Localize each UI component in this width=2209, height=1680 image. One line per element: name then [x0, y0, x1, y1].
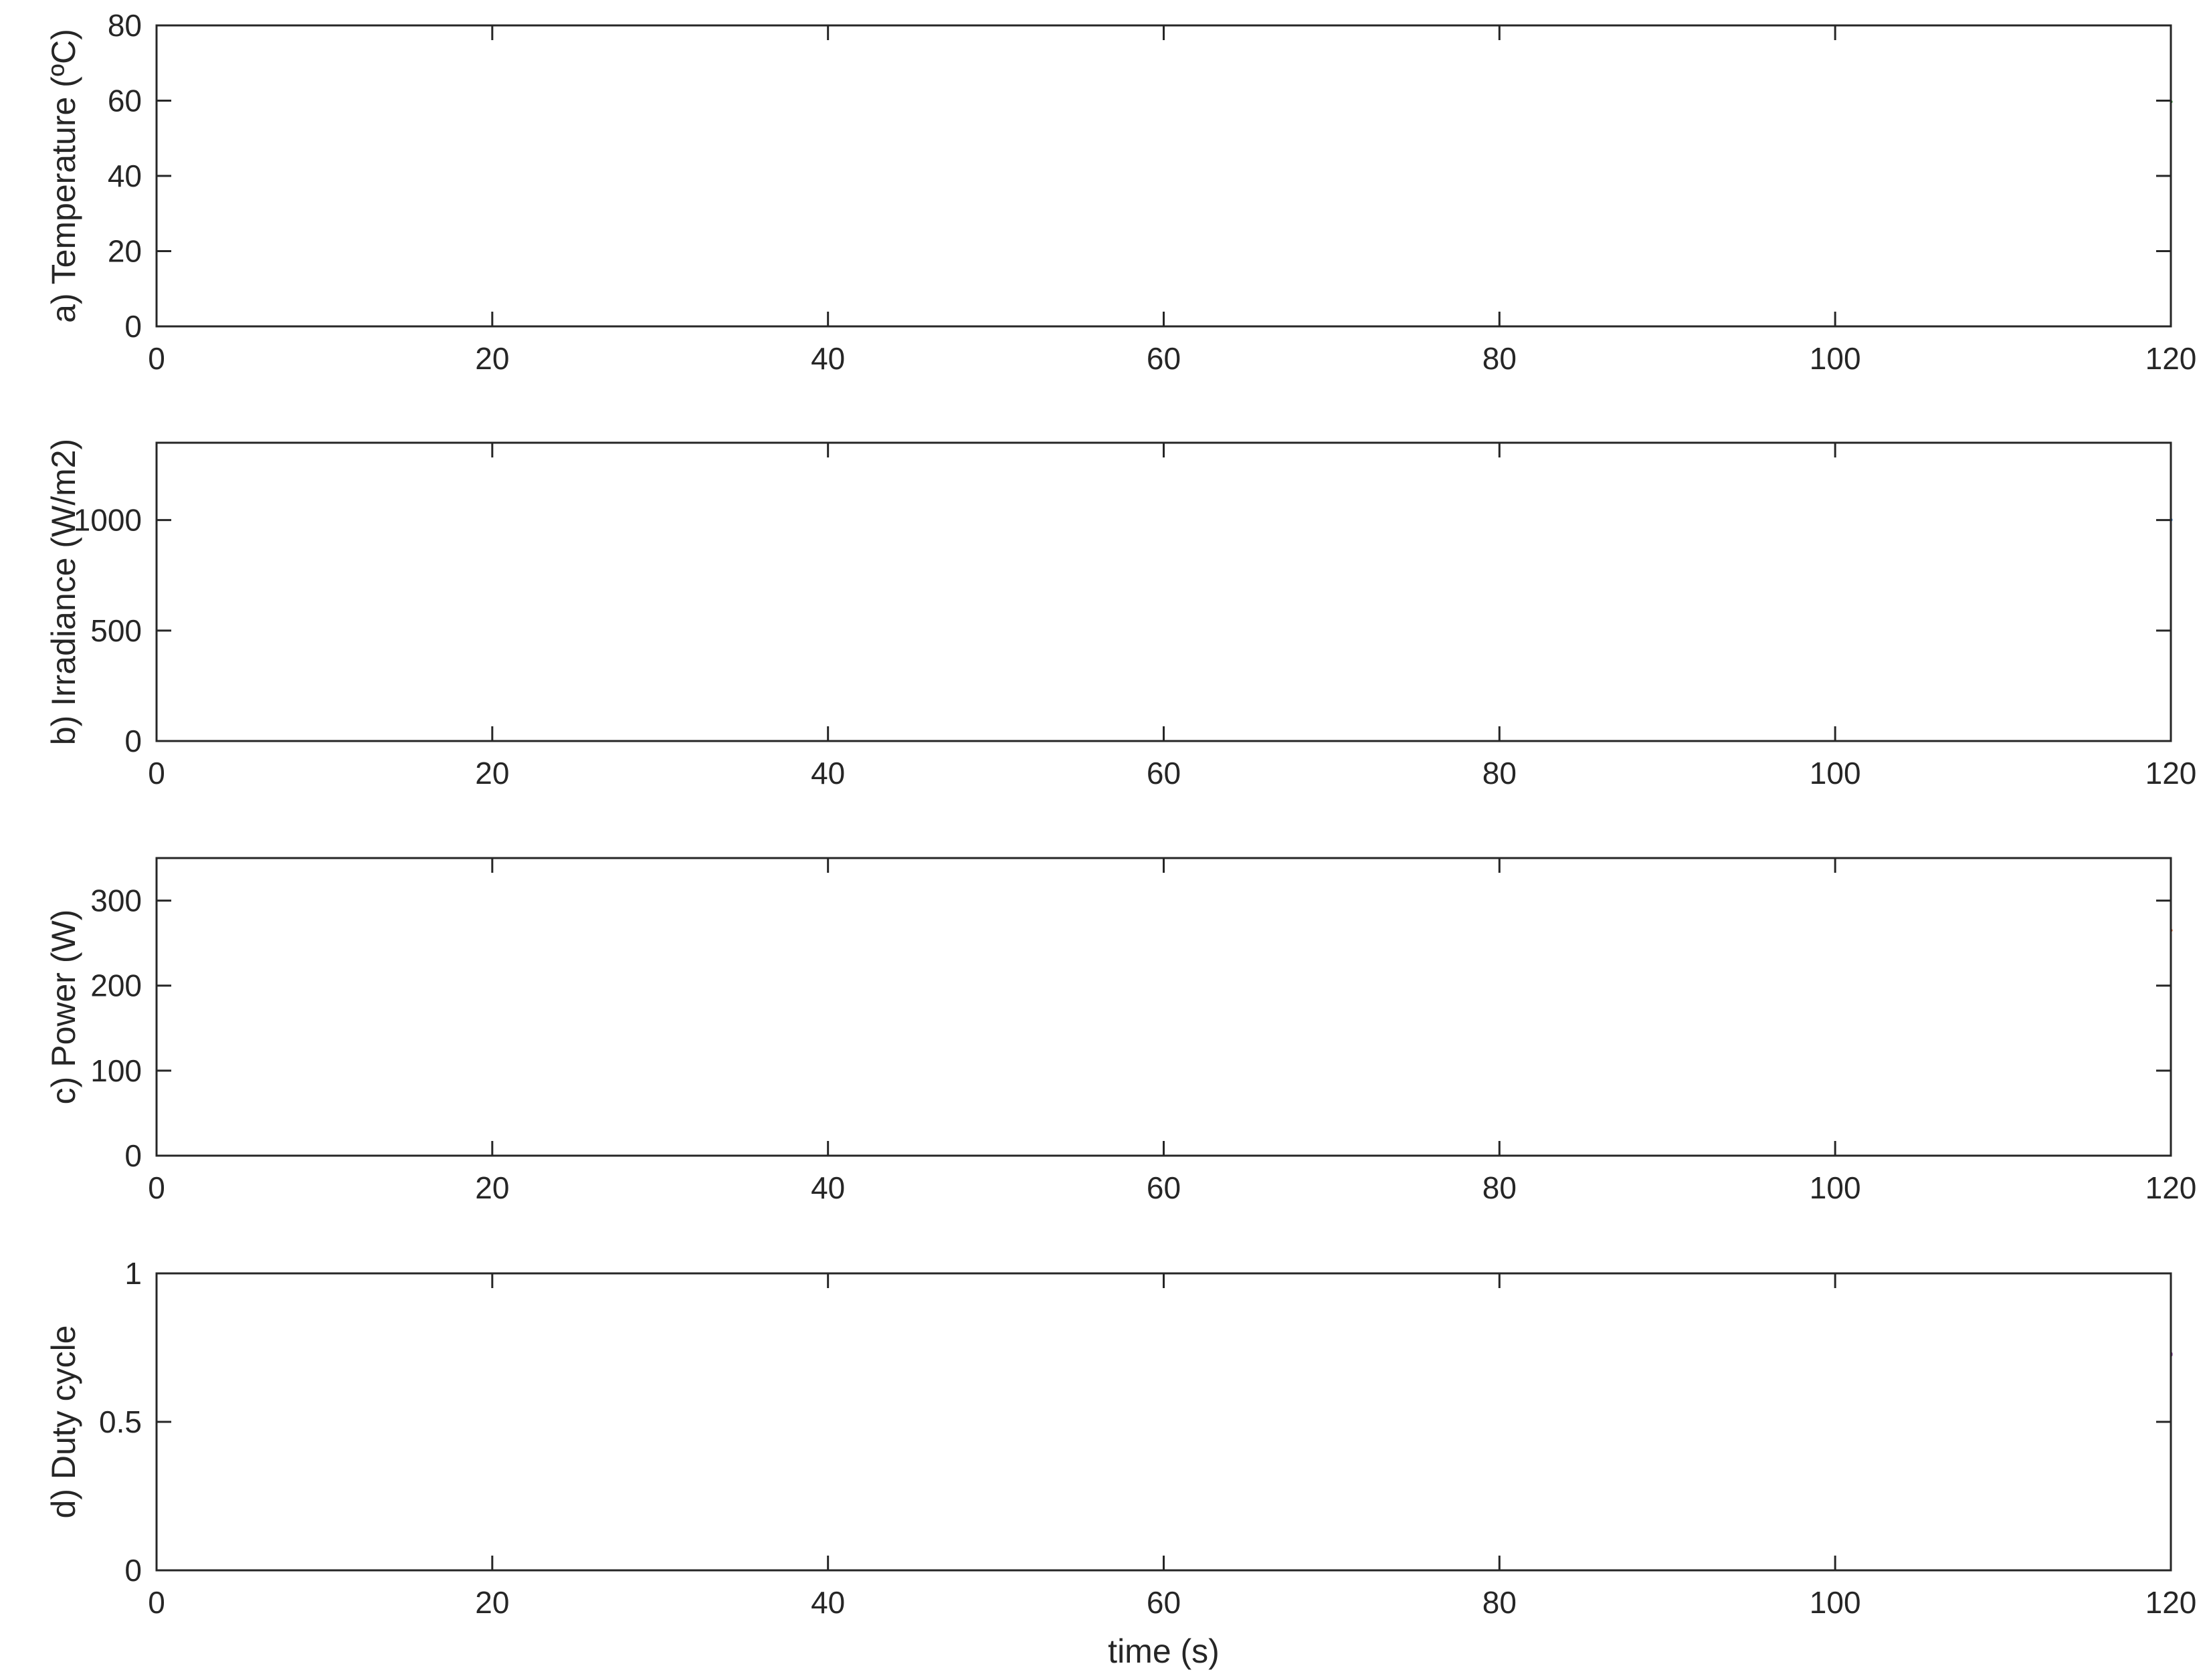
x-tick-label: 120	[2145, 1585, 2197, 1620]
y-tick-label: 0	[124, 724, 142, 758]
x-tick-label: 120	[2145, 756, 2197, 791]
y-axis-label: c) Power (W)	[45, 910, 82, 1105]
y-axis-label: d) Duty cycle	[45, 1326, 82, 1519]
x-tick-label: 20	[475, 341, 509, 376]
y-tick-label: 300	[90, 883, 142, 918]
x-tick-label: 0	[148, 756, 165, 791]
y-tick-label: 40	[108, 159, 142, 193]
x-tick-label: 40	[811, 1170, 845, 1205]
x-tick-label: 0	[148, 1585, 165, 1620]
x-tick-label: 120	[2145, 341, 2197, 376]
subplot-d: 0 20 40 60 80 100 120 0 0.5 1 d) Duty cycle time (s…	[45, 1256, 2196, 1670]
x-tick-label: 20	[475, 1170, 509, 1205]
x-tick-label: 0	[148, 341, 165, 376]
x-tick-label: 40	[811, 341, 845, 376]
y-tick-label: 0	[124, 309, 142, 344]
x-tick-label: 20	[475, 756, 509, 791]
x-tick-label: 40	[811, 1585, 845, 1620]
y-tick-label: 0.5	[99, 1404, 142, 1439]
x-tick-label: 60	[1147, 1585, 1181, 1620]
y-tick-label: 60	[108, 84, 142, 118]
x-tick-label: 80	[1482, 1170, 1517, 1205]
x-tick-label: 100	[1810, 341, 1861, 376]
x-tick-label: 40	[811, 756, 845, 791]
x-tick-label: 100	[1810, 1585, 1861, 1620]
y-axis-label: a) Temperature (ºC)	[45, 29, 82, 323]
x-axis-label: time (s)	[1108, 1633, 1220, 1670]
x-tick-label: 80	[1482, 341, 1517, 376]
y-tick-label: 0	[124, 1138, 142, 1173]
y-tick-label: 200	[90, 968, 142, 1003]
y-tick-label: 500	[90, 613, 142, 648]
subplot-a: 0 20 40 60 80 100 120 0 20 40 60 80 a) Temperature (…	[45, 8, 2196, 376]
y-tick-label: 1000	[74, 503, 142, 538]
x-tick-label: 120	[2145, 1170, 2197, 1205]
x-tick-label: 20	[475, 1585, 509, 1620]
x-tick-label: 0	[148, 1170, 165, 1205]
x-tick-label: 60	[1147, 341, 1181, 376]
y-tick-label: 20	[108, 234, 142, 269]
y-tick-label: 0	[124, 1553, 142, 1588]
y-tick-label: 80	[108, 8, 142, 43]
axes-box	[155, 441, 2172, 742]
x-tick-label: 80	[1482, 1585, 1517, 1620]
x-tick-label: 100	[1810, 756, 1861, 791]
axes-box	[155, 857, 2172, 1157]
x-tick-label: 60	[1147, 756, 1181, 791]
x-tick-label: 60	[1147, 1170, 1181, 1205]
x-tick-label: 80	[1482, 756, 1517, 791]
x-tick-label: 100	[1810, 1170, 1861, 1205]
y-axis-label: b) Irradiance (W/m2)	[45, 439, 82, 745]
y-tick-label: 1	[124, 1256, 142, 1291]
axes-box	[155, 24, 2172, 328]
axes-box	[155, 1272, 2172, 1572]
y-tick-label: 100	[90, 1053, 142, 1088]
